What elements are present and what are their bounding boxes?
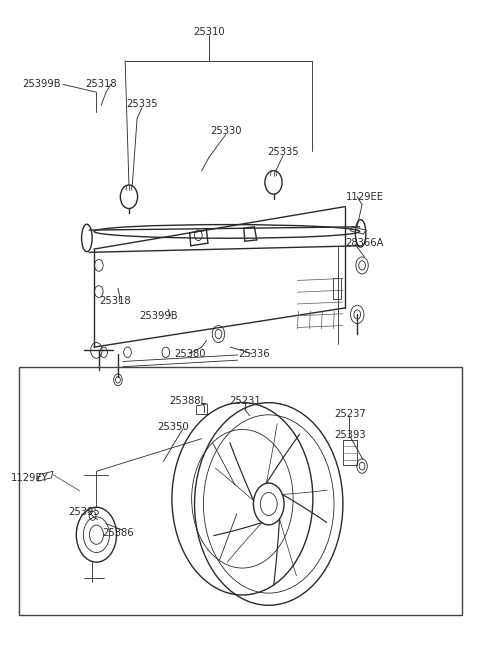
Text: 28366A: 28366A (345, 238, 384, 248)
Text: 1129EE: 1129EE (346, 192, 384, 202)
Text: 25350: 25350 (157, 422, 189, 432)
Text: 25318: 25318 (85, 79, 117, 89)
Text: 25231: 25231 (229, 396, 261, 405)
Bar (333, 278, 340, 299)
Text: 25237: 25237 (334, 409, 366, 419)
Text: 25399B: 25399B (22, 79, 60, 89)
Text: 25388L: 25388L (169, 396, 206, 405)
Text: 25386: 25386 (102, 529, 134, 538)
Bar (343, 440, 357, 465)
Bar (19, 367, 462, 615)
Text: 25336: 25336 (239, 348, 270, 359)
Text: 25310: 25310 (193, 27, 225, 37)
Text: 1129EY: 1129EY (11, 473, 48, 483)
Text: 25335: 25335 (267, 147, 299, 157)
Text: 25318: 25318 (100, 296, 132, 307)
Text: 25399B: 25399B (139, 310, 178, 321)
Text: 25393: 25393 (334, 430, 366, 440)
Text: 25330: 25330 (210, 126, 241, 136)
Text: 25395: 25395 (69, 507, 100, 517)
Text: 25380: 25380 (174, 348, 205, 359)
Text: 25335: 25335 (126, 99, 158, 109)
